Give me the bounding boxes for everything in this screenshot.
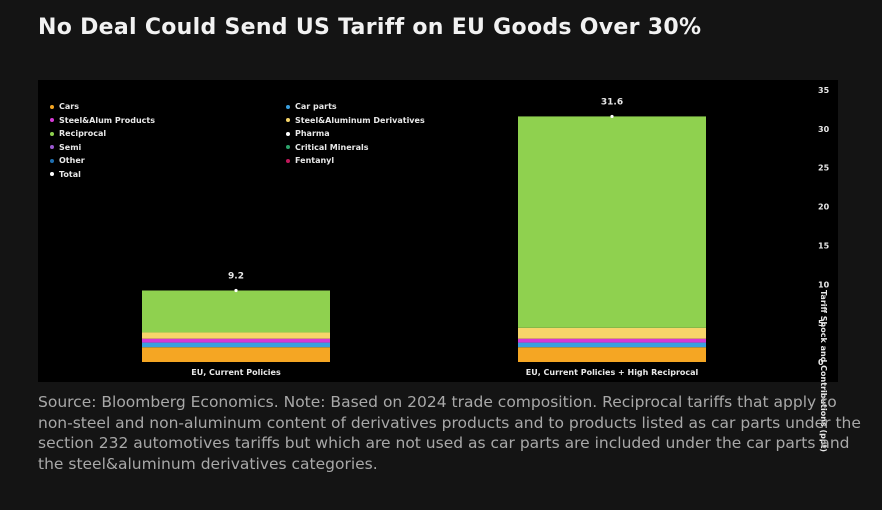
bar-segment — [142, 338, 330, 343]
y-tick-label: 5 — [818, 319, 824, 328]
source-note: Source: Bloomberg Economics. Note: Based… — [38, 393, 861, 473]
legend-swatch — [50, 118, 54, 122]
x-category-label: EU, Current Policies + High Reciprocal — [526, 368, 699, 377]
legend-item: Total — [50, 170, 81, 179]
bar-segment — [142, 347, 330, 362]
legend-swatch — [50, 172, 54, 176]
legend-label: Pharma — [295, 129, 330, 138]
legend-swatch — [286, 145, 290, 149]
chart-area: 0 5 10 15 20 25 30 35 9.2 EU, Current Policies 31.… — [38, 80, 838, 452]
bar-segment — [142, 342, 330, 348]
bar-segment — [518, 327, 706, 339]
bar-segment — [518, 342, 706, 348]
legend-item: Car parts — [286, 102, 337, 111]
legend-swatch — [286, 104, 290, 109]
legend-label: Car parts — [295, 102, 337, 111]
legend-label: Fentanyl — [295, 156, 335, 165]
legend-swatch — [50, 104, 54, 109]
y-tick-label: 30 — [818, 125, 830, 134]
y-tick-label: 10 — [818, 280, 830, 289]
legend-item: Cars — [50, 102, 79, 111]
total-marker — [234, 288, 238, 293]
legend-item: Other — [50, 156, 85, 165]
legend-label: Cars — [59, 102, 79, 111]
y-tick-label: 25 — [818, 164, 830, 173]
legend-swatch — [50, 131, 54, 136]
legend-label: Steel&Aluminum Derivatives — [295, 115, 425, 125]
legend-item: Steel&Alum Products — [50, 116, 155, 125]
y-tick-label: 20 — [818, 203, 830, 212]
legend-item: Steel&Aluminum Derivatives — [286, 116, 425, 125]
y-tick-label: 15 — [818, 241, 830, 250]
total-marker — [610, 114, 614, 119]
legend-label: Critical Minerals — [295, 142, 369, 152]
chart-legend: Cars Steel&Alum Products Reciprocal Semi Oth… — [50, 102, 550, 182]
chart-headline: No Deal Could Send US Tariff on EU Goods… — [38, 15, 702, 40]
legend-label: Reciprocal — [59, 129, 107, 138]
legend-label: Total — [59, 169, 81, 179]
bar-segment — [518, 116, 706, 328]
legend-label: Semi — [59, 142, 82, 152]
legend-item: Critical Minerals — [286, 143, 368, 152]
chart-card: No Deal Could Send US Tariff on EU Goods… — [0, 0, 882, 510]
y-tick-label: 35 — [818, 86, 830, 95]
legend-swatch — [286, 131, 290, 136]
stacked-bar-chart: 0 5 10 15 20 25 30 35 9.2 EU, Current Policies 31.… — [142, 86, 830, 377]
legend-swatch — [50, 158, 54, 163]
bar-segment — [142, 290, 330, 333]
legend-swatch — [50, 145, 54, 149]
bar-segment — [142, 332, 330, 339]
legend-item: Fentanyl — [286, 156, 334, 165]
x-category-label: EU, Current Policies — [191, 368, 281, 377]
legend-label: Other — [59, 156, 85, 165]
legend-label: Steel&Alum Products — [59, 115, 155, 125]
total-label: 31.6 — [601, 97, 623, 107]
legend-item: Semi — [50, 143, 81, 152]
legend-swatch — [286, 158, 290, 163]
legend-item: Pharma — [286, 129, 330, 138]
bar-segment — [518, 338, 706, 343]
legend-item: Reciprocal — [50, 129, 106, 138]
bar-segment — [518, 347, 706, 362]
legend-swatch — [286, 118, 290, 122]
y-tick-label: 0 — [818, 358, 824, 367]
total-label: 9.2 — [228, 272, 244, 282]
